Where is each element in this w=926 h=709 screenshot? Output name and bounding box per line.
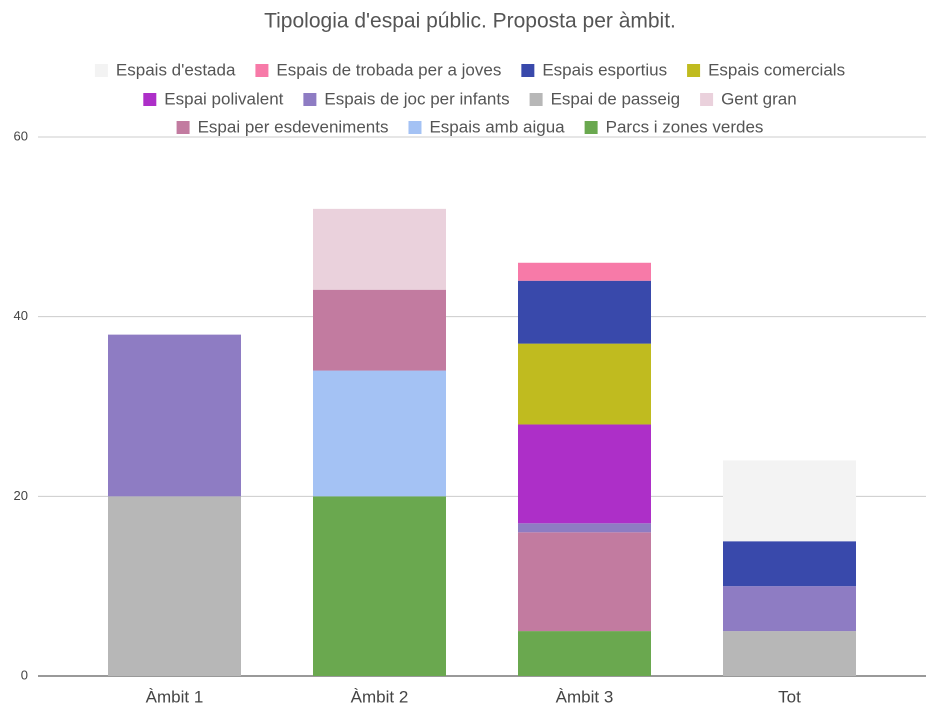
bar-segment bbox=[518, 343, 651, 425]
bar-segment bbox=[313, 289, 446, 371]
bar-segment bbox=[313, 370, 446, 497]
legend-label: Espais comercials bbox=[708, 60, 845, 79]
y-tick-label: 20 bbox=[14, 488, 28, 503]
bar-segment bbox=[723, 586, 856, 632]
legend-swatch bbox=[408, 121, 422, 134]
bar-segment bbox=[723, 631, 856, 676]
y-tick-label: 0 bbox=[21, 667, 28, 682]
bar-segment bbox=[518, 262, 651, 281]
legend-label: Gent gran bbox=[721, 89, 797, 108]
legend-label: Espai per esdeveniments bbox=[198, 117, 389, 136]
bar-segment bbox=[108, 334, 241, 497]
bar-segment bbox=[518, 631, 651, 676]
legend-label: Espais de trobada per a joves bbox=[276, 60, 501, 79]
bar-segment bbox=[518, 523, 651, 533]
bar-segment bbox=[313, 496, 446, 676]
legend-label: Parcs i zones verdes bbox=[606, 117, 764, 136]
legend-label: Espais de joc per infants bbox=[324, 89, 509, 108]
x-tick-label: Àmbit 2 bbox=[351, 687, 409, 706]
bar-segment bbox=[723, 541, 856, 587]
legend-swatch bbox=[255, 64, 269, 77]
legend-swatch bbox=[700, 93, 714, 106]
legend-swatch bbox=[94, 64, 108, 77]
legend-swatch bbox=[584, 121, 598, 134]
x-tick-label: Àmbit 1 bbox=[146, 687, 204, 706]
legend-swatch bbox=[521, 64, 535, 77]
legend-label: Espai de passeig bbox=[551, 89, 680, 108]
bar-segment bbox=[108, 496, 241, 676]
x-tick-label: Àmbit 3 bbox=[556, 687, 614, 706]
bar-segment bbox=[518, 280, 651, 344]
chart-title: Tipologia d'espai públic. Proposta per à… bbox=[264, 10, 676, 33]
bar-segment bbox=[518, 424, 651, 524]
y-tick-label: 40 bbox=[14, 308, 28, 323]
legend-label: Espais d'estada bbox=[116, 60, 236, 79]
bar-segment bbox=[313, 208, 446, 290]
legend-swatch bbox=[303, 93, 317, 106]
legend-swatch bbox=[143, 93, 157, 106]
bar-segment bbox=[723, 460, 856, 542]
y-tick-label: 60 bbox=[14, 128, 28, 143]
legend-label: Espais esportius bbox=[542, 60, 667, 79]
legend-swatch bbox=[687, 64, 701, 77]
legend-swatch bbox=[529, 93, 543, 106]
legend-swatch bbox=[176, 121, 190, 134]
x-tick-label: Tot bbox=[778, 687, 801, 706]
legend-label: Espai polivalent bbox=[164, 89, 283, 108]
legend-label: Espais amb aigua bbox=[429, 117, 565, 136]
bar-segment bbox=[518, 532, 651, 632]
